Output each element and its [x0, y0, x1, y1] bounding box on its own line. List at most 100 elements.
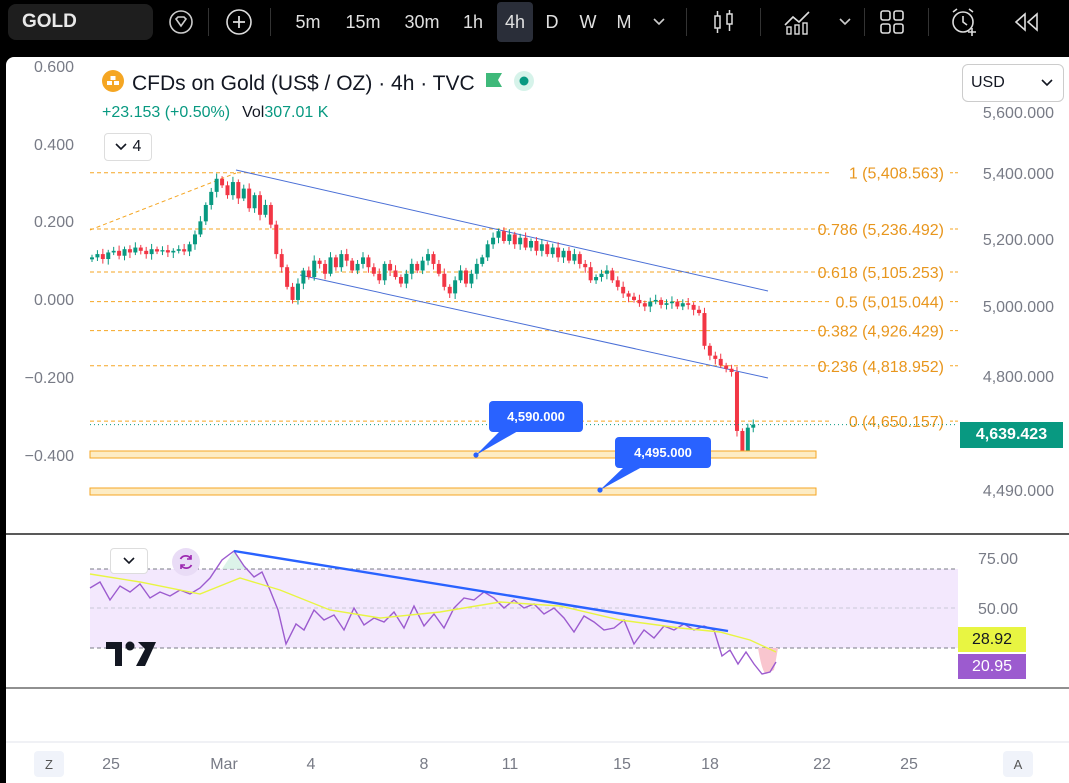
- candle-up: [480, 257, 485, 264]
- diamond-icon[interactable]: [164, 0, 198, 44]
- candle-down: [388, 263, 393, 271]
- candle-up: [214, 178, 219, 192]
- replay-icon[interactable]: [1006, 0, 1046, 44]
- candle-up: [198, 221, 203, 235]
- left-axis-label: 0.200: [34, 214, 74, 231]
- chevron-down-icon: [1041, 79, 1053, 87]
- refresh-icon[interactable]: [172, 548, 200, 576]
- callout-anchor: [473, 452, 479, 458]
- gold-bars-icon: [102, 70, 124, 98]
- candle-down: [610, 270, 615, 281]
- chevron-down-icon[interactable]: [648, 0, 670, 44]
- symbol-description: CFDs on Gold (US$ / OZ) · 4h · TVC: [132, 72, 475, 95]
- alert-icon[interactable]: [944, 0, 984, 44]
- rsi-overbought-fill: [222, 551, 246, 569]
- interval-label: 15m: [345, 11, 381, 32]
- candle-up: [90, 257, 94, 260]
- last-price-tag: 4,639.423: [960, 422, 1063, 448]
- candle-up: [192, 234, 197, 245]
- legend-title[interactable]: CFDs on Gold (US$ / OZ) · 4h · TVC: [102, 70, 535, 98]
- candle-up: [382, 263, 387, 281]
- plus-circle-icon[interactable]: [222, 0, 256, 44]
- interval-4h[interactable]: 4h: [497, 2, 533, 42]
- flag-icon[interactable]: [483, 71, 505, 97]
- candle-down: [377, 273, 382, 281]
- rsi-trend-line: [233, 549, 729, 633]
- interval-1h[interactable]: 1h: [456, 0, 490, 44]
- candle-up: [209, 191, 214, 205]
- interval-15m[interactable]: 15m: [338, 0, 388, 44]
- left-axis-label: −0.200: [25, 370, 74, 387]
- candle-up: [529, 241, 534, 248]
- candle-up: [252, 195, 257, 209]
- interval-d[interactable]: D: [540, 0, 564, 44]
- candle-up: [458, 270, 463, 281]
- candle-up: [518, 237, 523, 245]
- price-axis-label: 5,200.000: [983, 232, 1054, 249]
- currency-select[interactable]: USD: [962, 64, 1064, 102]
- time-axis-label: 25: [900, 756, 918, 773]
- candle-up: [263, 204, 268, 215]
- candle-up: [496, 231, 501, 238]
- chevron-down-icon: [123, 557, 135, 565]
- candle-up: [295, 283, 300, 300]
- left-axis-label: 0.400: [34, 137, 74, 154]
- candle-down: [344, 254, 349, 261]
- time-axis-label: 22: [813, 756, 831, 773]
- price-callout-4495[interactable]: 4,495.000: [615, 437, 711, 468]
- candle-down: [138, 247, 143, 251]
- volume-value: 307.01 K: [264, 104, 329, 121]
- candle-down: [144, 250, 149, 255]
- candle-down: [501, 231, 506, 241]
- candle-down: [534, 241, 539, 251]
- interval-m[interactable]: M: [610, 0, 638, 44]
- callout-pointer: [600, 467, 642, 490]
- price-callout-4590[interactable]: 4,590.000: [489, 401, 583, 432]
- rsi-ma-tag: 28.92: [958, 627, 1026, 652]
- candles-icon[interactable]: [704, 0, 744, 44]
- time-axis-label: 4: [307, 756, 316, 773]
- candle-up: [133, 247, 138, 253]
- candle-up: [599, 273, 604, 278]
- interval-30m[interactable]: 30m: [396, 0, 448, 44]
- interval-label: 4h: [504, 11, 526, 32]
- candle-up: [312, 260, 317, 278]
- indicators-icon[interactable]: [776, 0, 820, 44]
- chevron-down-icon[interactable]: [834, 0, 856, 44]
- candle-down: [323, 263, 328, 274]
- auto-scale-button[interactable]: A: [1003, 751, 1033, 777]
- candle-up: [507, 234, 512, 241]
- candle-up: [122, 249, 127, 256]
- indicators-toggle[interactable]: 4: [104, 133, 152, 161]
- candle-down: [718, 358, 723, 366]
- interval-w[interactable]: W: [574, 0, 602, 44]
- candle-down: [290, 286, 295, 300]
- fib-level-label: 0.382 (4,926.429): [818, 324, 944, 341]
- time-axis-label: 8: [420, 756, 429, 773]
- candle-down: [165, 250, 170, 253]
- candle-down: [182, 249, 187, 252]
- left-axis-label: 0.600: [34, 59, 74, 76]
- layout-icon[interactable]: [874, 0, 910, 44]
- candle-up: [539, 244, 544, 251]
- candle-up: [301, 270, 306, 284]
- candle-up: [149, 249, 154, 255]
- price-axis-label: 5,600.000: [983, 105, 1054, 122]
- candle-up: [745, 427, 750, 451]
- candle-up: [469, 273, 474, 284]
- legend-values: +23.153 (+0.50%) Vol307.01 K: [102, 104, 328, 122]
- symbol-search[interactable]: GOLD: [8, 4, 153, 40]
- candle-down: [247, 188, 252, 209]
- rsi-collapse-toggle[interactable]: [110, 548, 148, 574]
- interval-5m[interactable]: 5m: [288, 0, 328, 44]
- zoom-z-button[interactable]: Z: [34, 751, 64, 777]
- time-axis-label: 25: [102, 756, 120, 773]
- support-zone: [89, 487, 817, 496]
- fib-trend-line: [89, 172, 237, 231]
- candle-down: [236, 182, 241, 199]
- callout-anchor: [597, 487, 603, 493]
- candle-down: [512, 234, 517, 245]
- tradingview-logo[interactable]: [106, 640, 158, 673]
- interval-label: D: [545, 11, 559, 32]
